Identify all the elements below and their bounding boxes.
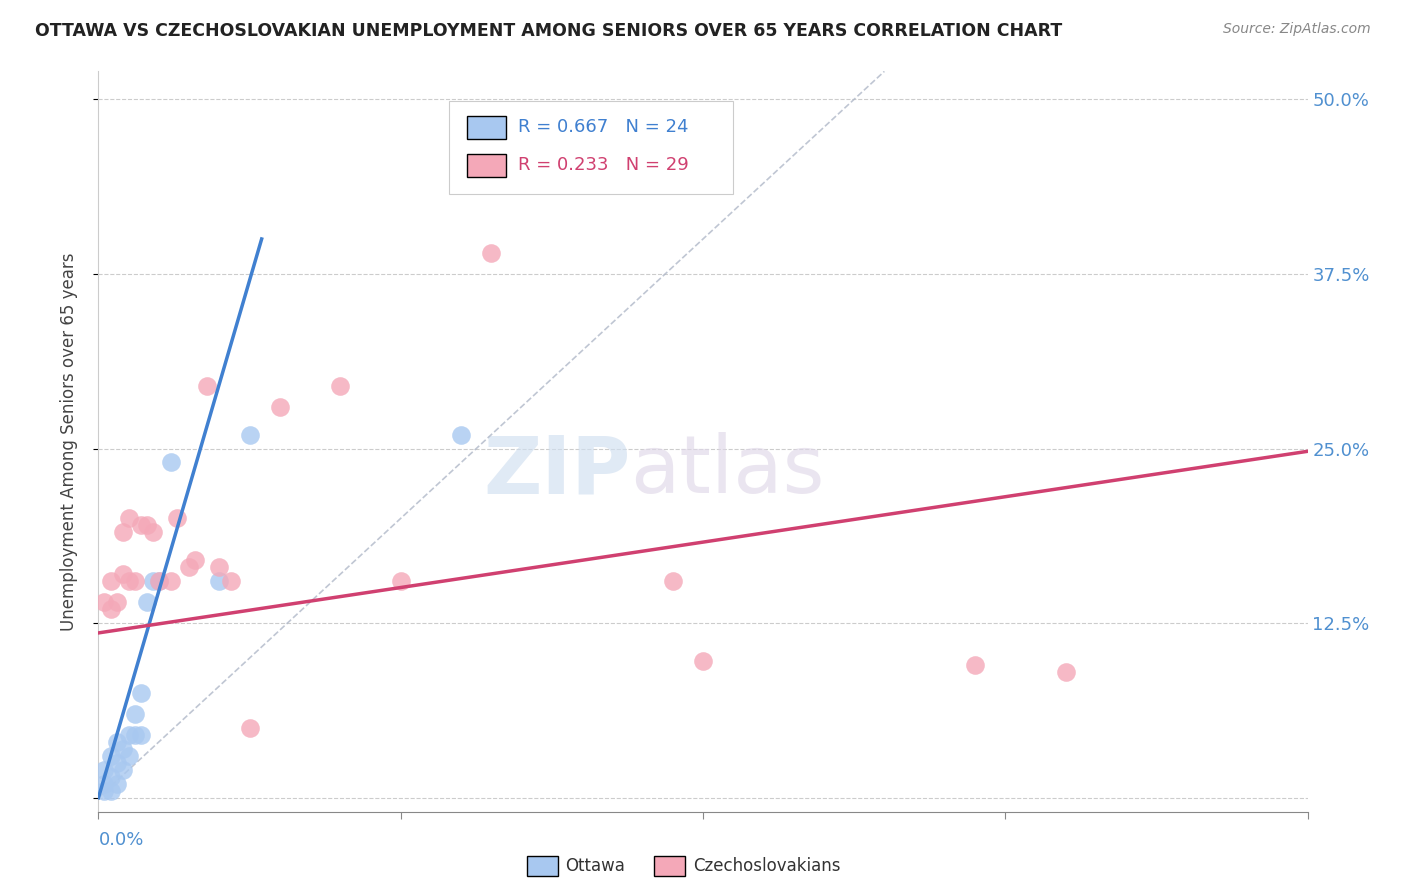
Point bbox=[166, 511, 188, 525]
Point bbox=[93, 784, 115, 798]
Point bbox=[111, 525, 134, 540]
FancyBboxPatch shape bbox=[467, 116, 506, 139]
Point bbox=[93, 595, 115, 609]
Text: Czechoslovakians: Czechoslovakians bbox=[693, 857, 841, 875]
Point bbox=[965, 658, 987, 673]
Point bbox=[129, 686, 152, 700]
Text: 0.0%: 0.0% bbox=[98, 831, 143, 849]
Point bbox=[100, 602, 122, 616]
Point bbox=[118, 748, 141, 763]
Point bbox=[100, 784, 122, 798]
Point bbox=[239, 721, 262, 735]
Point bbox=[93, 777, 115, 791]
Y-axis label: Unemployment Among Seniors over 65 years: Unemployment Among Seniors over 65 years bbox=[59, 252, 77, 631]
Point bbox=[221, 574, 243, 589]
Point bbox=[160, 455, 183, 469]
Point bbox=[111, 742, 134, 756]
Text: R = 0.667   N = 24: R = 0.667 N = 24 bbox=[517, 118, 689, 136]
Point bbox=[118, 728, 141, 742]
Point bbox=[195, 378, 218, 392]
Point bbox=[100, 748, 122, 763]
Point bbox=[239, 427, 262, 442]
Point bbox=[142, 525, 165, 540]
Text: ZIP: ZIP bbox=[484, 432, 630, 510]
Point bbox=[135, 595, 157, 609]
FancyBboxPatch shape bbox=[449, 101, 734, 194]
Point bbox=[124, 728, 146, 742]
Point bbox=[111, 763, 134, 777]
Point bbox=[148, 574, 170, 589]
Point bbox=[142, 574, 165, 589]
Text: Ottawa: Ottawa bbox=[565, 857, 626, 875]
Point bbox=[148, 574, 170, 589]
Point bbox=[692, 654, 714, 668]
Point bbox=[135, 518, 157, 533]
Point bbox=[105, 777, 128, 791]
Point bbox=[208, 560, 231, 574]
Point bbox=[105, 595, 128, 609]
Point bbox=[389, 574, 412, 589]
Text: OTTAWA VS CZECHOSLOVAKIAN UNEMPLOYMENT AMONG SENIORS OVER 65 YEARS CORRELATION C: OTTAWA VS CZECHOSLOVAKIAN UNEMPLOYMENT A… bbox=[35, 22, 1063, 40]
Point bbox=[118, 511, 141, 525]
Point bbox=[160, 574, 183, 589]
Point bbox=[111, 567, 134, 582]
Point bbox=[100, 574, 122, 589]
Point bbox=[184, 553, 207, 567]
Point bbox=[450, 427, 472, 442]
Point bbox=[329, 378, 352, 392]
Point bbox=[93, 763, 115, 777]
Text: Source: ZipAtlas.com: Source: ZipAtlas.com bbox=[1223, 22, 1371, 37]
Point bbox=[269, 400, 291, 414]
Point bbox=[481, 246, 503, 260]
Text: atlas: atlas bbox=[630, 432, 825, 510]
Point bbox=[100, 770, 122, 784]
Point bbox=[105, 735, 128, 749]
Text: R = 0.233   N = 29: R = 0.233 N = 29 bbox=[517, 156, 689, 174]
Point bbox=[124, 706, 146, 721]
Point bbox=[105, 756, 128, 770]
Point bbox=[129, 728, 152, 742]
Point bbox=[661, 574, 683, 589]
Point bbox=[1054, 665, 1077, 679]
Point bbox=[179, 560, 201, 574]
Point bbox=[129, 518, 152, 533]
Point bbox=[118, 574, 141, 589]
Point bbox=[208, 574, 231, 589]
FancyBboxPatch shape bbox=[467, 153, 506, 178]
Point bbox=[124, 574, 146, 589]
